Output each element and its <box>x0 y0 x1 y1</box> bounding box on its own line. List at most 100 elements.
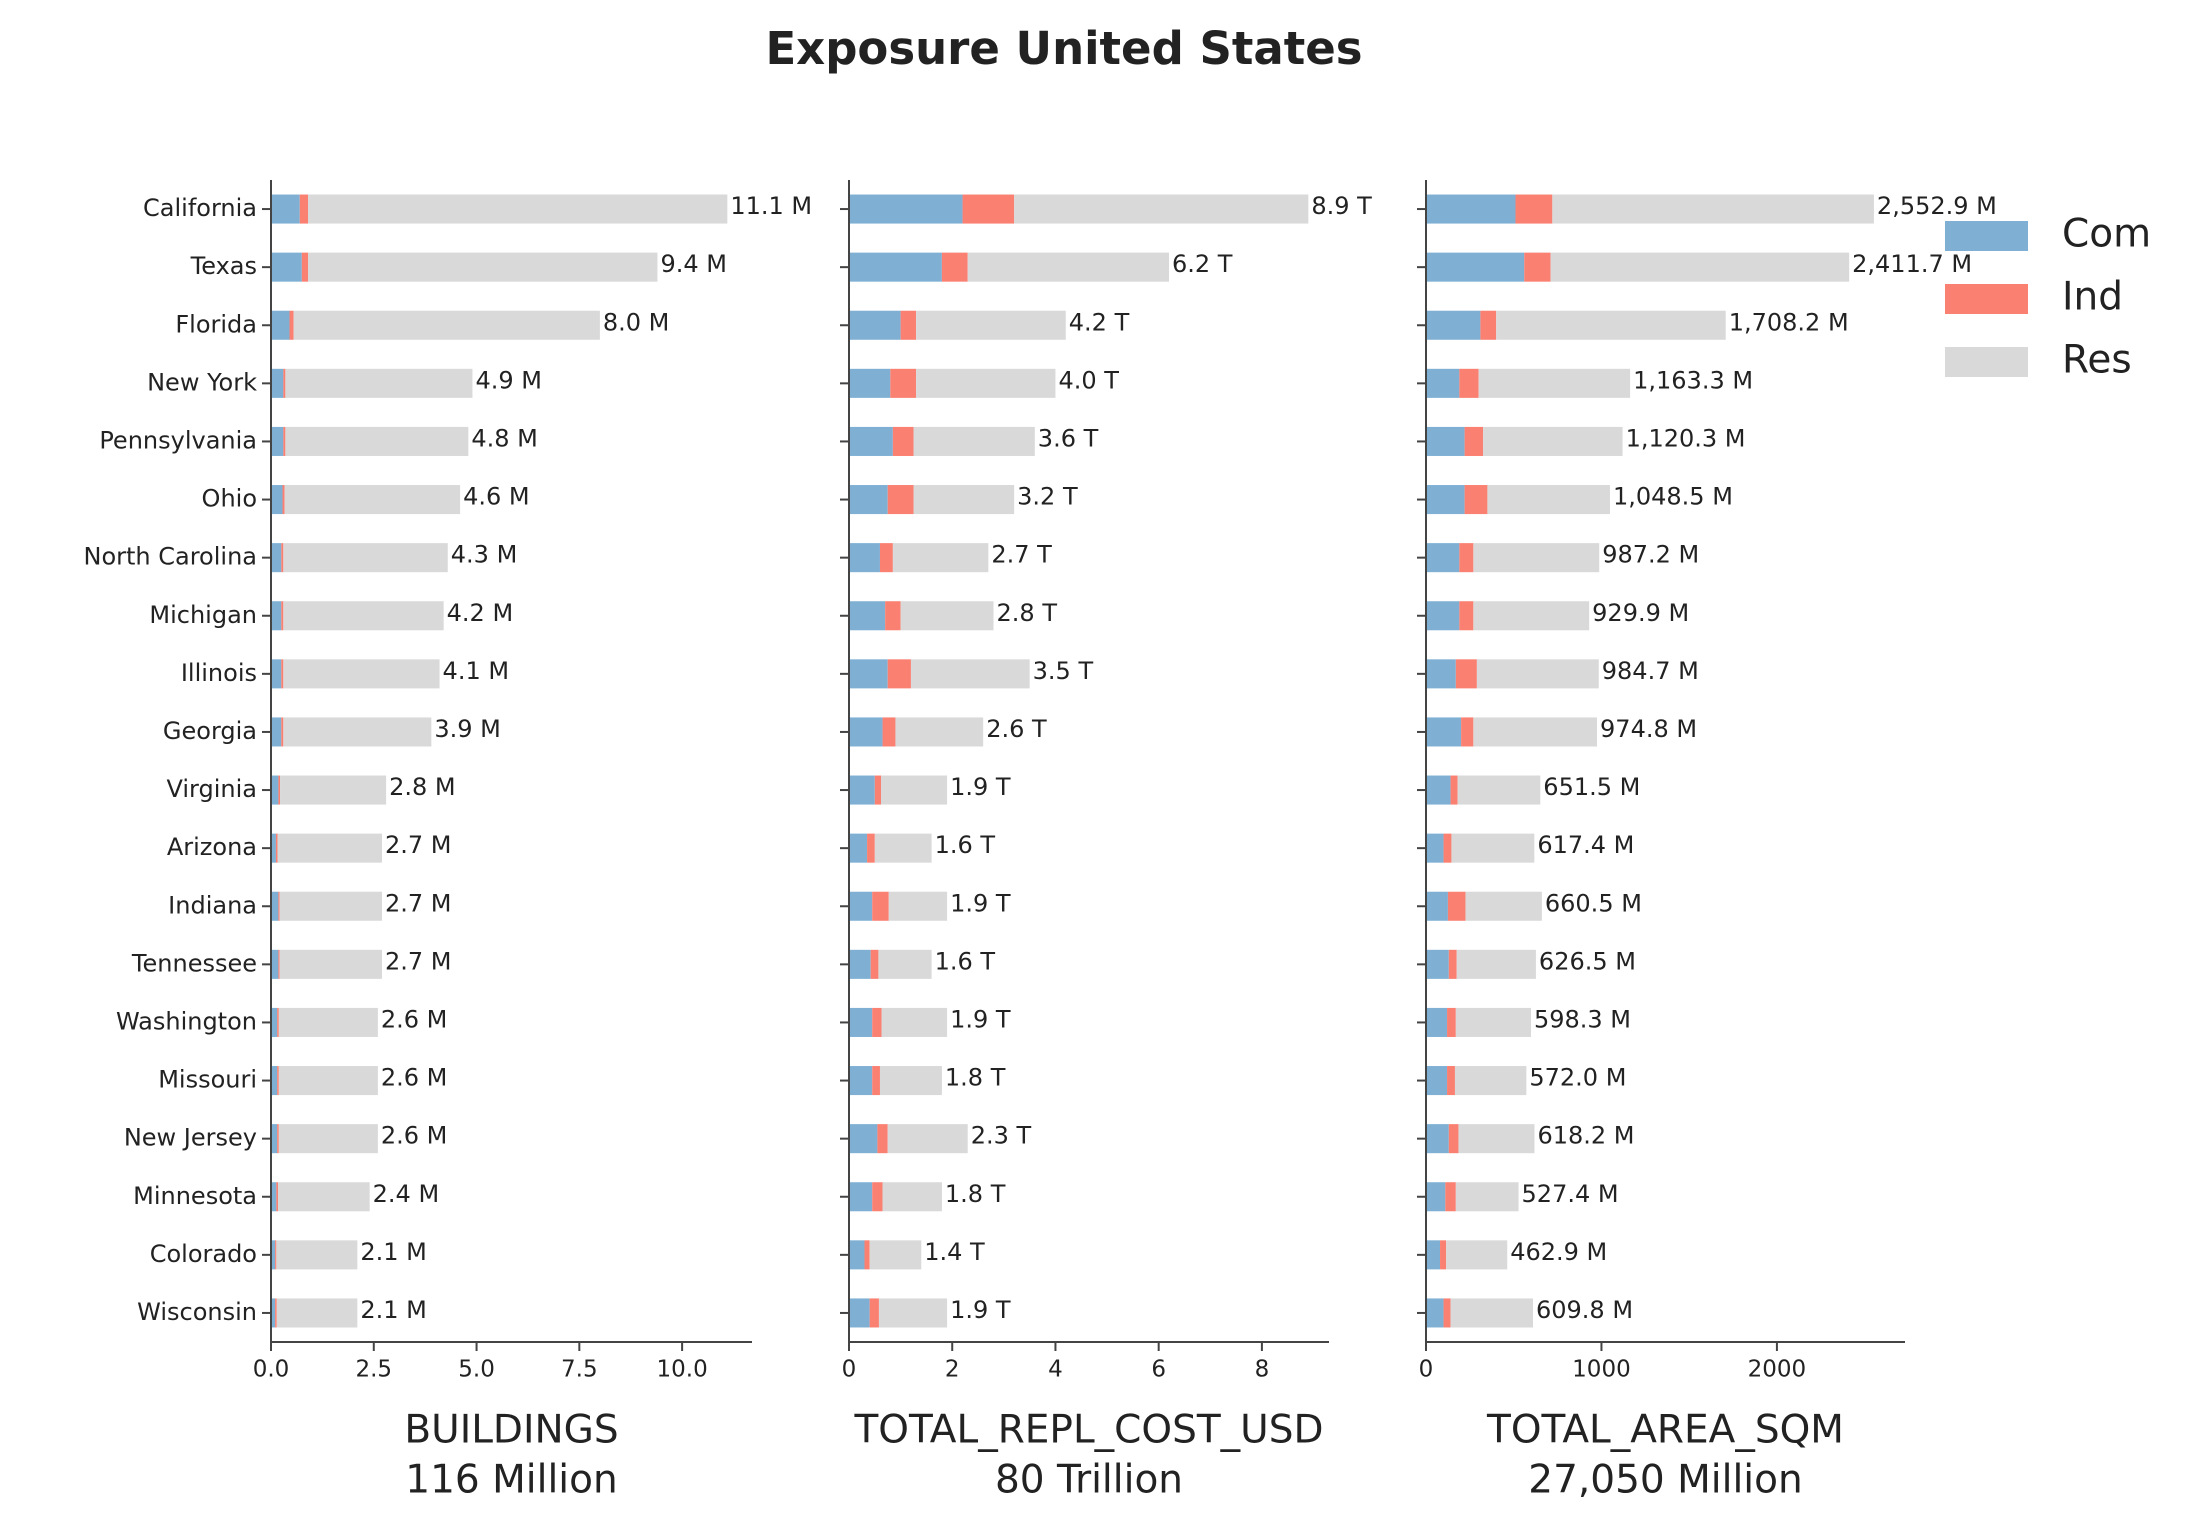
y-tick-label: New York <box>147 368 257 396</box>
bar-segment <box>278 891 280 921</box>
total-label: 462.9 M <box>1510 1238 1607 1266</box>
x-tick-label: 0 <box>842 1357 857 1383</box>
bar-segment <box>895 717 984 747</box>
bar-segment <box>887 485 914 515</box>
bar-segment <box>1426 426 1465 456</box>
bar-segment <box>849 659 888 689</box>
x-tick-label: 7.5 <box>561 1357 598 1383</box>
bar-segment <box>1473 601 1590 631</box>
bar-segment <box>882 717 896 747</box>
bar-segment <box>271 1182 277 1212</box>
bar-segment <box>849 1007 873 1037</box>
bar-segment <box>849 891 873 921</box>
bar-segment <box>277 833 382 863</box>
bar-segment <box>849 485 888 515</box>
bar-segment <box>1457 775 1541 805</box>
bar-segment <box>1552 194 1874 224</box>
bar-segment <box>271 426 284 456</box>
bar-segment <box>284 485 461 515</box>
bar-segment <box>1426 485 1465 515</box>
bar-segment <box>283 717 432 747</box>
bar-segment <box>271 891 279 921</box>
total-label: 4.1 M <box>443 657 510 685</box>
bar-segment <box>1473 717 1598 747</box>
total-label: 2.1 M <box>360 1238 427 1266</box>
x-tick-label: 10.0 <box>657 1357 708 1383</box>
legend-label: Res <box>2062 338 2132 383</box>
bar-segment <box>1515 194 1553 224</box>
total-label: 2.8 T <box>997 599 1058 627</box>
y-tick-label: Washington <box>116 1007 257 1035</box>
bar-segment <box>881 775 948 805</box>
bar-segment <box>878 1298 948 1328</box>
bar-segment <box>278 1124 378 1154</box>
bar-segment <box>1445 1182 1456 1212</box>
bar-segment <box>1478 368 1631 398</box>
y-tick-label: Georgia <box>163 717 257 745</box>
bar-segment <box>271 485 283 515</box>
x-tick-label: 8 <box>1255 1357 1270 1383</box>
bar-segment <box>285 368 473 398</box>
bar-segment <box>1440 1240 1447 1270</box>
y-tick-label: Tennessee <box>131 949 257 977</box>
total-label: 2.7 M <box>385 831 452 859</box>
bar-segment <box>1426 1298 1444 1328</box>
bar-segment <box>1426 1066 1448 1096</box>
bar-segment <box>1476 659 1599 689</box>
bar-segment <box>1426 775 1451 805</box>
bar-segment <box>1426 833 1444 863</box>
bar-segment <box>278 775 281 805</box>
bar-segment <box>1459 368 1479 398</box>
bar-segment <box>881 1007 948 1037</box>
bar-segment <box>879 1066 942 1096</box>
y-tick-label: Illinois <box>181 659 257 687</box>
total-label: 1,048.5 M <box>1613 483 1733 511</box>
bar-segment <box>1426 949 1449 979</box>
bar-segment <box>849 543 880 573</box>
bar-segment <box>900 310 917 340</box>
bar-segment <box>1524 252 1551 282</box>
x-axis-total: 116 Million <box>405 1458 617 1503</box>
bar-segment <box>271 775 279 805</box>
bar-segment <box>849 949 871 979</box>
bar-segment <box>1450 1298 1533 1328</box>
bar-segment <box>1455 1182 1519 1212</box>
bar-segment <box>1426 1007 1448 1037</box>
y-tick-label: Arizona <box>167 833 257 861</box>
bar-segment <box>283 426 286 456</box>
x-tick-label: 1000 <box>1572 1357 1631 1383</box>
bar-segment <box>1550 252 1850 282</box>
bar-segment <box>1447 1066 1455 1096</box>
legend-swatch <box>1945 284 2028 314</box>
total-label: 2.3 T <box>971 1122 1032 1150</box>
bar-segment <box>275 1240 277 1270</box>
total-label: 974.8 M <box>1600 715 1697 743</box>
bar-segment <box>1448 1124 1459 1154</box>
total-label: 598.3 M <box>1534 1005 1631 1033</box>
bar-segment <box>293 310 600 340</box>
total-label: 8.9 T <box>1311 192 1372 220</box>
bar-segment <box>289 310 294 340</box>
total-label: 1.9 T <box>950 773 1011 801</box>
bar-segment <box>1455 1007 1531 1037</box>
y-tick-label: Wisconsin <box>137 1298 257 1326</box>
bar-segment <box>941 252 968 282</box>
legend-swatch <box>1945 221 2028 251</box>
bar-segment <box>864 1240 870 1270</box>
total-label: 2,411.7 M <box>1852 250 1972 278</box>
x-axis-label: TOTAL_REPL_COST_USD <box>853 1408 1323 1453</box>
bar-segment <box>849 601 886 631</box>
bar-segment <box>1014 194 1309 224</box>
total-label: 4.3 M <box>451 541 518 569</box>
total-label: 1.9 T <box>950 1005 1011 1033</box>
bar-segment <box>1426 717 1462 747</box>
y-tick-label: Minnesota <box>133 1182 257 1210</box>
bar-segment <box>892 543 989 573</box>
bar-segment <box>278 1066 378 1096</box>
bar-segment <box>1447 891 1466 921</box>
bar-segment <box>885 601 901 631</box>
bar-segment <box>1447 1007 1456 1037</box>
legend-label: Ind <box>2062 275 2123 320</box>
bar-segment <box>277 1007 279 1037</box>
bar-segment <box>916 310 1066 340</box>
